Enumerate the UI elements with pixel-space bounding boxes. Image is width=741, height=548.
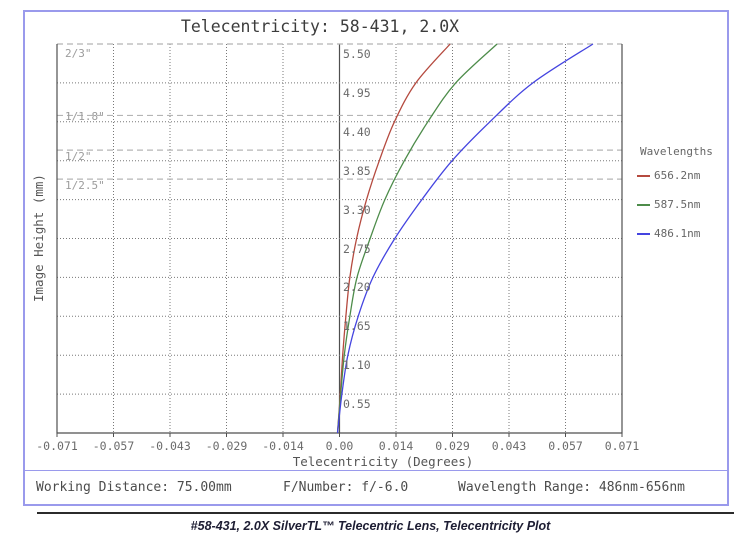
working-distance-value: Working Distance: 75.00mm: [36, 480, 232, 495]
legend-title: Wavelengths: [640, 145, 713, 158]
legend: Wavelengths 656.2nm 587.5nm 486.1nm: [637, 145, 713, 256]
legend-items: 656.2nm 587.5nm 486.1nm: [637, 169, 713, 240]
x-tick-label: 0.071: [604, 439, 640, 453]
legend-label: 587.5nm: [654, 198, 701, 211]
legend-label: 486.1nm: [654, 227, 701, 240]
legend-label: 656.2nm: [654, 169, 701, 182]
footer-bar: Working Distance: 75.00mm F/Number: f/-6…: [25, 470, 727, 505]
x-tick-label: 0.00: [325, 439, 354, 453]
legend-item: 486.1nm: [637, 227, 713, 240]
y-axis-title: Image Height (mm): [31, 174, 46, 303]
x-tick-label: 0.029: [435, 439, 470, 453]
x-tick-label: 0.043: [491, 439, 527, 453]
wavelength-range-value: Wavelength Range: 486nm-656nm: [458, 480, 685, 495]
curve-656.2nm: [336, 43, 451, 433]
x-tick-label: 0.057: [548, 439, 583, 453]
x-tick-label: -0.043: [149, 439, 191, 453]
x-tick-label: -0.071: [36, 439, 78, 453]
legend-swatch: [637, 174, 650, 177]
legend-item: 656.2nm: [637, 169, 713, 182]
chart-title: Telecentricity: 58-431, 2.0X: [180, 17, 460, 36]
caption-rule: [37, 512, 734, 514]
x-axis-title: Telecentricity (Degrees): [292, 454, 474, 469]
plot-area: 0.55 1.10 1.65 2.20 2.75 3.30 3.85 4.40 4.95 5.50…: [56, 43, 623, 437]
plot-canvas: [56, 43, 623, 437]
legend-swatch: [637, 203, 650, 206]
x-tick-label: -0.057: [92, 439, 135, 453]
legend-item: 587.5nm: [637, 198, 713, 211]
f-number-value: F/Number: f/-6.0: [283, 480, 409, 495]
caption-text: #58-431, 2.0X SilverTL™ Telecentric Lens…: [190, 519, 551, 533]
legend-swatch: [637, 232, 650, 235]
x-tick-label: 0.014: [378, 439, 414, 453]
curve-587.5nm: [336, 43, 498, 433]
curve-486.1nm: [336, 43, 594, 433]
x-tick-label: -0.029: [205, 439, 248, 453]
figure-frame: Telecentricity: 58-431, 2.0X Image Heigh…: [23, 10, 729, 506]
x-tick-label: -0.014: [262, 439, 304, 453]
